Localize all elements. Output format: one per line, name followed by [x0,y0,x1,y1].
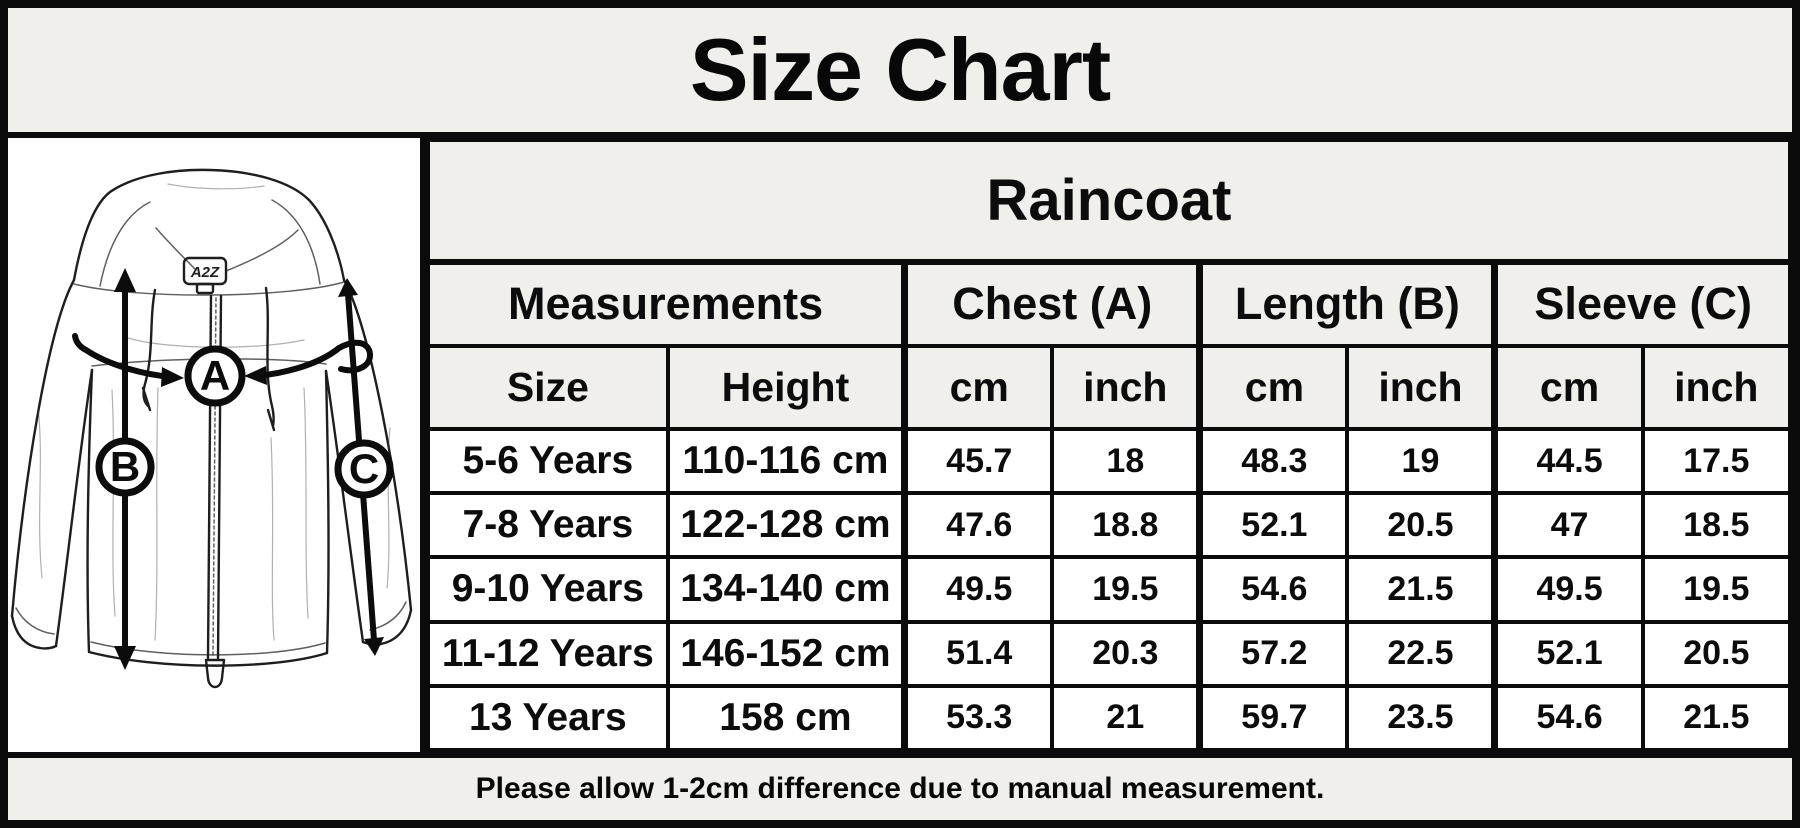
cell-chest-cm: 47.6 [901,491,1055,560]
header-chest: Chest (A) [901,259,1202,348]
size-table: Raincoat Measurements Chest (A) Length (… [426,138,1792,753]
subheader-chest-inch: inch [1050,343,1202,431]
footer-note: Please allow 1-2cm difference due to man… [475,772,1325,805]
cell-chest-inch: 18.8 [1050,491,1202,560]
cell-length-inch: 22.5 [1345,619,1497,688]
cell-length-inch: 20.5 [1345,491,1497,560]
subheader-height: Height [665,343,907,431]
table-row: 11-12 Years 146-152 cm 51.4 20.3 57.2 22… [426,619,1792,688]
subheader-size: Size [426,343,670,431]
left-sleeve [10,278,94,650]
subheader-chest-cm: cm [901,343,1055,431]
chest-arrow-a [72,333,373,387]
content-area: A2Z [8,138,1792,753]
cell-length-cm: 57.2 [1196,619,1350,688]
cell-size: 11-12 Years [426,619,670,688]
cell-chest-inch: 20.3 [1050,619,1202,688]
marker-a-letter: A [200,352,230,399]
cell-size: 5-6 Years [426,426,670,496]
group-header-row: Measurements Chest (A) Length (B) Sleeve… [426,259,1792,348]
cell-sleeve-cm: 47 [1491,491,1645,560]
cell-sleeve-cm: 44.5 [1491,426,1645,496]
cell-length-inch: 21.5 [1345,555,1497,624]
marker-c: C [334,439,394,499]
size-table-wrap: Raincoat Measurements Chest (A) Length (… [426,138,1792,753]
product-title: Raincoat [426,138,1792,265]
page-title: Size Chart [689,20,1111,119]
cell-height: 110-116 cm [665,426,907,496]
table-row: 5-6 Years 110-116 cm 45.7 18 48.3 19 44.… [426,426,1792,496]
cell-sleeve-inch: 19.5 [1640,555,1792,624]
sub-header-row: Size Height cm inch cm inch cm inch [426,343,1792,431]
title-band: Size Chart [8,8,1792,138]
header-length: Length (B) [1196,259,1497,348]
marker-b: B [95,437,155,497]
cell-height: 134-140 cm [665,555,907,624]
hood-outline [72,168,346,287]
cell-size: 13 Years [426,683,670,753]
cell-length-cm: 48.3 [1196,426,1350,496]
jacket-diagram-panel: A2Z [8,138,426,752]
cell-chest-inch: 19.5 [1050,555,1202,624]
cell-height: 158 cm [665,683,907,753]
header-measurements: Measurements [426,259,907,348]
brand-tag: A2Z [182,256,228,295]
header-sleeve: Sleeve (C) [1491,259,1792,348]
subheader-sleeve-cm: cm [1491,343,1645,431]
cell-chest-inch: 21 [1050,683,1202,753]
cell-size: 7-8 Years [426,491,670,560]
cell-size: 9-10 Years [426,555,670,624]
marker-a: A [184,345,246,407]
raincoat-sketch-image: A2Z [10,168,413,689]
cell-height: 146-152 cm [665,619,907,688]
brand-label: A2Z [190,264,220,281]
cell-sleeve-inch: 18.5 [1640,491,1792,560]
cell-chest-cm: 51.4 [901,619,1055,688]
marker-b-letter: B [110,443,140,490]
cell-length-cm: 54.6 [1196,555,1350,624]
table-row: 13 Years 158 cm 53.3 21 59.7 23.5 54.6 2… [426,683,1792,753]
cell-sleeve-cm: 54.6 [1491,683,1645,753]
product-header-row: Raincoat [426,138,1792,265]
table-row: 9-10 Years 134-140 cm 49.5 19.5 54.6 21.… [426,555,1792,624]
cell-length-inch: 19 [1345,426,1497,496]
cell-height: 122-128 cm [665,491,907,560]
cell-chest-cm: 53.3 [901,683,1055,753]
cell-length-cm: 59.7 [1196,683,1350,753]
cell-length-inch: 23.5 [1345,683,1497,753]
cell-sleeve-cm: 52.1 [1491,619,1645,688]
cell-sleeve-inch: 17.5 [1640,426,1792,496]
cell-length-cm: 52.1 [1196,491,1350,560]
footer-band: Please allow 1-2cm difference due to man… [8,752,1792,820]
cell-chest-inch: 18 [1050,426,1202,496]
cell-chest-cm: 45.7 [901,426,1055,496]
drawstrings [141,286,276,432]
cell-chest-cm: 49.5 [901,555,1055,624]
subheader-sleeve-inch: inch [1640,343,1792,431]
collar-seam [73,281,345,296]
cell-sleeve-inch: 20.5 [1640,619,1792,688]
marker-c-letter: C [349,445,379,492]
subheader-length-inch: inch [1345,343,1497,431]
cell-sleeve-cm: 49.5 [1491,555,1645,624]
subheader-length-cm: cm [1196,343,1350,431]
cell-sleeve-inch: 21.5 [1640,683,1792,753]
table-row: 7-8 Years 122-128 cm 47.6 18.8 52.1 20.5… [426,491,1792,560]
